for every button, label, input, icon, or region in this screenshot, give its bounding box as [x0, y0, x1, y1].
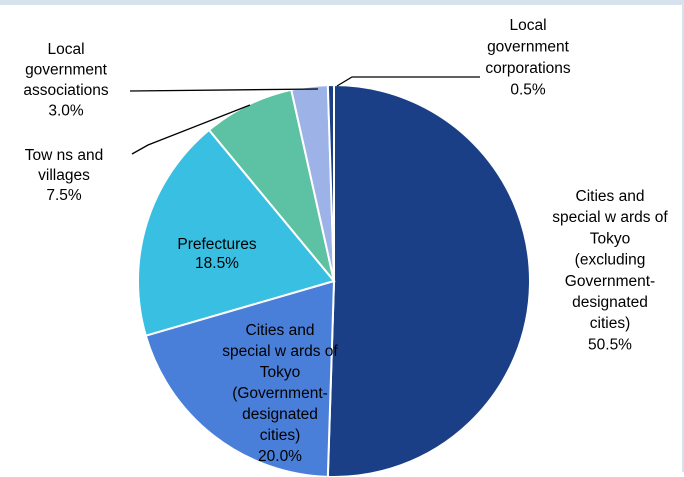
data-label-percent: 0.5%: [510, 82, 546, 99]
data-label-percent: 7.5%: [46, 187, 82, 204]
pie-slice-cities-excluding-designated: [326, 83, 531, 477]
data-label-text: special w ards of: [552, 209, 668, 226]
data-label-percent: 18.5%: [195, 255, 239, 272]
data-label-text: Local: [509, 17, 546, 34]
data-label-text: Government-: [565, 273, 655, 290]
data-label-cities-designated: Cities and special w ards of Tokyo (Governm…: [222, 322, 338, 465]
pie-slice-local-gov-corporations: [326, 83, 335, 282]
pie-chart: Cities and special w ards of Tokyo (excludi…: [23, 17, 668, 477]
data-label-text: Tokyo: [590, 230, 631, 247]
data-label-prefectures: Prefectures 18.5%: [177, 236, 257, 272]
data-label-text: (excluding: [575, 252, 646, 269]
data-label-percent: 20.0%: [258, 448, 302, 465]
data-label-cities-excluding-designated: Cities and special w ards of Tokyo (excludi…: [552, 188, 668, 353]
data-label-text: (Government-: [232, 385, 328, 402]
data-label-text: corporations: [485, 60, 571, 77]
data-label-text: designated: [572, 294, 648, 311]
data-label-local-gov-corporations: Local government corporations 0.5%: [485, 17, 571, 99]
data-label-text: Prefectures: [177, 236, 257, 253]
data-label-text: designated: [242, 406, 318, 423]
data-label-text: Tow ns and: [25, 147, 103, 164]
leader-line-local-gov-corporations: [336, 76, 480, 87]
data-label-towns-villages: Tow ns and villages 7.5%: [25, 147, 103, 204]
data-label-percent: 50.5%: [588, 336, 632, 353]
data-label-text: Tokyo: [260, 364, 301, 381]
data-label-local-gov-associations: Local government associations 3.0%: [23, 41, 109, 120]
leader-line-local-gov-associations: [129, 88, 319, 92]
data-label-text: Local: [47, 41, 84, 58]
data-label-text: cities): [590, 315, 630, 332]
data-label-text: government: [487, 39, 570, 56]
data-label-text: government: [25, 62, 108, 79]
pie-slice-prefectures: [137, 128, 336, 337]
data-label-percent: 3.0%: [48, 103, 84, 120]
data-label-text: cities): [260, 427, 300, 444]
data-label-text: villages: [38, 167, 90, 184]
leader-line-towns-villages: [131, 104, 251, 155]
data-label-text: Cities and: [246, 322, 315, 339]
data-label-text: special w ards of: [222, 343, 338, 360]
data-label-text: Cities and: [576, 188, 645, 205]
data-label-text: associations: [23, 82, 109, 99]
